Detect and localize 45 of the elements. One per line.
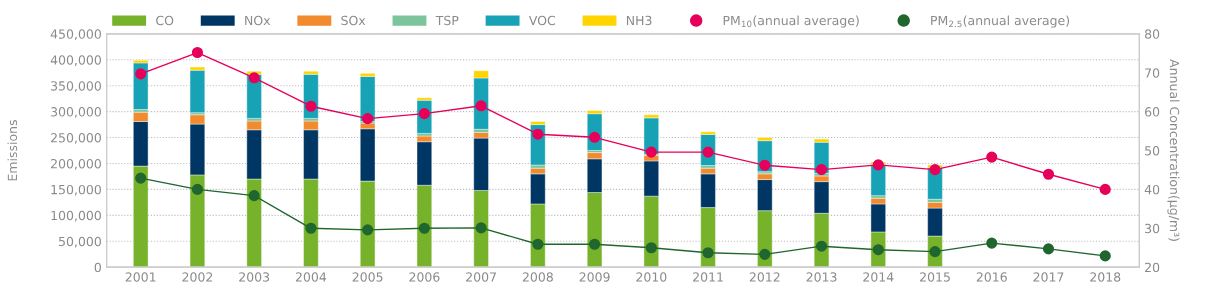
y-tick-label: 250,000: [51, 133, 101, 144]
y2-tick-label: 30: [1145, 223, 1160, 234]
x-tick-label: 2004: [295, 272, 327, 282]
y-tick-label: 450,000: [50, 29, 101, 41]
x-tick-label: 2001: [125, 272, 156, 282]
y2-tick-label: 60: [1145, 107, 1160, 117]
x-tick-label: 2012: [749, 272, 780, 282]
legend-label: NOx: [245, 15, 271, 26]
x-tick-label: 2018: [1090, 272, 1121, 282]
legend-label: PM$_{10}$(annual average): [723, 15, 859, 28]
y-tick-label: 400,000: [50, 55, 101, 66]
y-tick-label: 50,000: [59, 236, 101, 248]
legend-label: CO: [156, 15, 174, 26]
x-tick-label: 2011: [693, 272, 723, 282]
y-tick-label: 150,000: [51, 184, 101, 196]
x-tick-label: 2013: [806, 272, 837, 282]
y2-tick-label: 20: [1145, 262, 1160, 273]
x-tick-label: 2016: [976, 272, 1007, 282]
y2-tick-label: 70: [1145, 68, 1160, 78]
y2-tick-label: 50: [1145, 146, 1160, 156]
legend-label: VOC: [528, 15, 556, 26]
y-axis-title: Emissions: [7, 120, 18, 181]
legend-label: SOx: [341, 15, 366, 26]
y2-axis-title: Annual Concentration(μg/m³): [1167, 59, 1180, 241]
y-tick-label: 0: [94, 262, 101, 273]
x-tick-label: 2008: [522, 272, 553, 282]
y2-tick-label: 80: [1144, 29, 1160, 39]
x-tick-label: 2006: [409, 272, 440, 282]
y2-tick-label: 40: [1144, 184, 1160, 195]
legend-label: TSP: [435, 15, 459, 26]
y-tick-label: 300,000: [51, 107, 101, 118]
x-tick-label: 2009: [579, 272, 610, 282]
x-tick-label: 2002: [182, 272, 213, 282]
x-tick-label: 2010: [636, 272, 667, 282]
legend-label: PM$_{2.5}$(annual average): [931, 15, 1070, 28]
x-tick-label: 2005: [352, 272, 383, 282]
legend-label: NH3: [626, 15, 652, 26]
y-tick-label: 100,000: [51, 210, 101, 222]
y-tick-label: 200,000: [51, 158, 101, 170]
x-tick-label: 2015: [920, 272, 950, 282]
x-tick-label: 2014: [863, 272, 894, 282]
x-tick-label: 2017: [1033, 272, 1064, 282]
x-tick-label: 2007: [466, 272, 496, 282]
y-tick-label: 350,000: [51, 81, 101, 92]
x-tick-label: 2003: [239, 272, 270, 282]
